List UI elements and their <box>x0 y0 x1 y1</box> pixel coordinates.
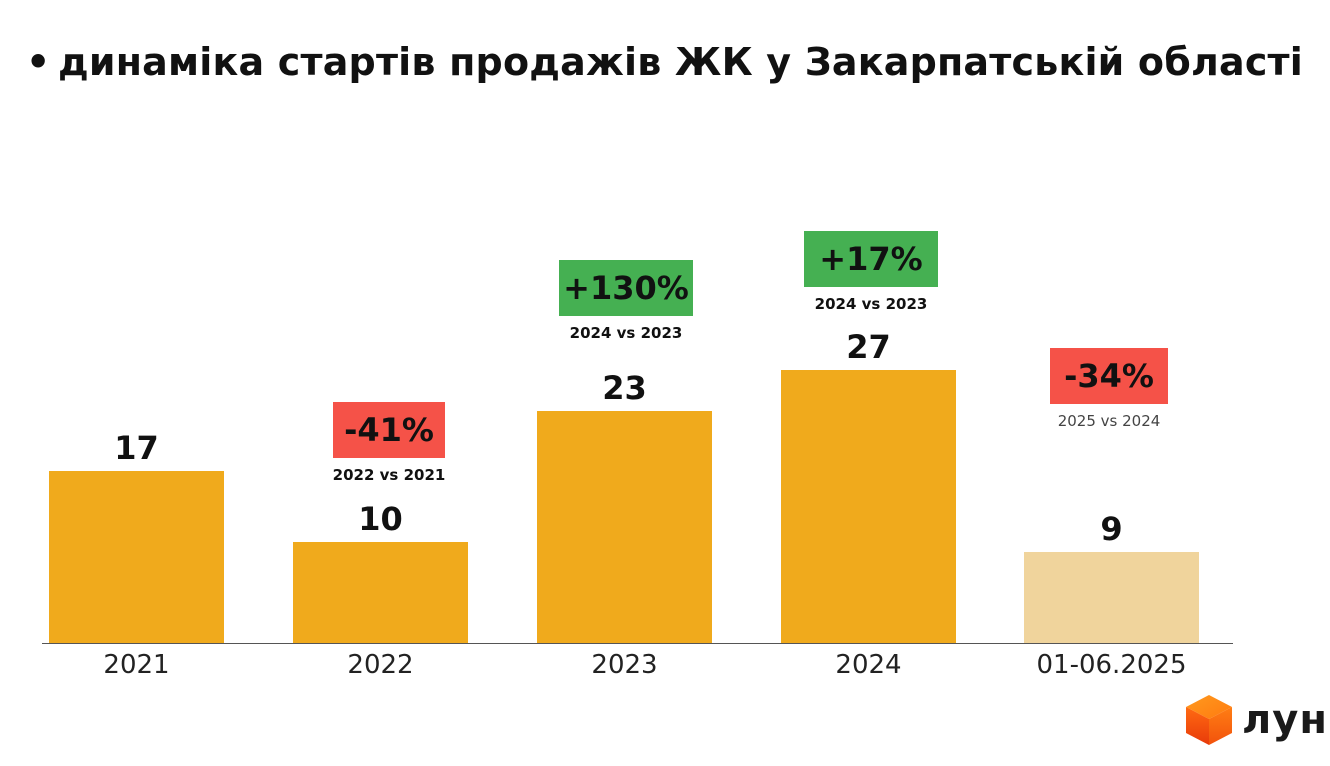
bar-2021 <box>49 471 224 643</box>
x-tick-label: 2023 <box>591 650 658 680</box>
lun-logo: лун <box>1184 693 1328 747</box>
title-bullet: • <box>26 40 51 84</box>
bar-2024 <box>781 370 956 643</box>
x-tick-label: 01-06.2025 <box>1036 650 1187 680</box>
comparison-label: 2024 vs 2023 <box>569 324 683 342</box>
comparison-label: 2024 vs 2023 <box>814 295 928 313</box>
change-badge: +130% <box>559 260 693 316</box>
x-tick-label: 2021 <box>103 650 170 680</box>
comparison-label: 2022 vs 2021 <box>332 466 446 484</box>
cube-icon <box>1186 695 1232 745</box>
bar-2022 <box>293 542 468 643</box>
x-tick-label: 2024 <box>835 650 902 680</box>
change-badge: +17% <box>804 231 938 287</box>
x-axis-line <box>42 643 1233 644</box>
logo-text: лун <box>1242 697 1329 743</box>
change-badge: -41% <box>333 402 445 458</box>
value-label: 23 <box>602 368 647 407</box>
value-label: 17 <box>114 429 159 468</box>
title-text: динаміка стартів продажів ЖК у Закарпатс… <box>58 40 1304 84</box>
value-label: 27 <box>846 328 891 367</box>
value-label: 10 <box>358 500 403 538</box>
change-badge: -34% <box>1050 348 1168 404</box>
value-label: 9 <box>1100 510 1123 549</box>
bar-2023 <box>537 410 712 643</box>
comparison-label: 2025 vs 2024 <box>1057 412 1161 430</box>
bar-01-06.2025 <box>1024 552 1199 643</box>
x-tick-label: 2022 <box>347 650 414 680</box>
